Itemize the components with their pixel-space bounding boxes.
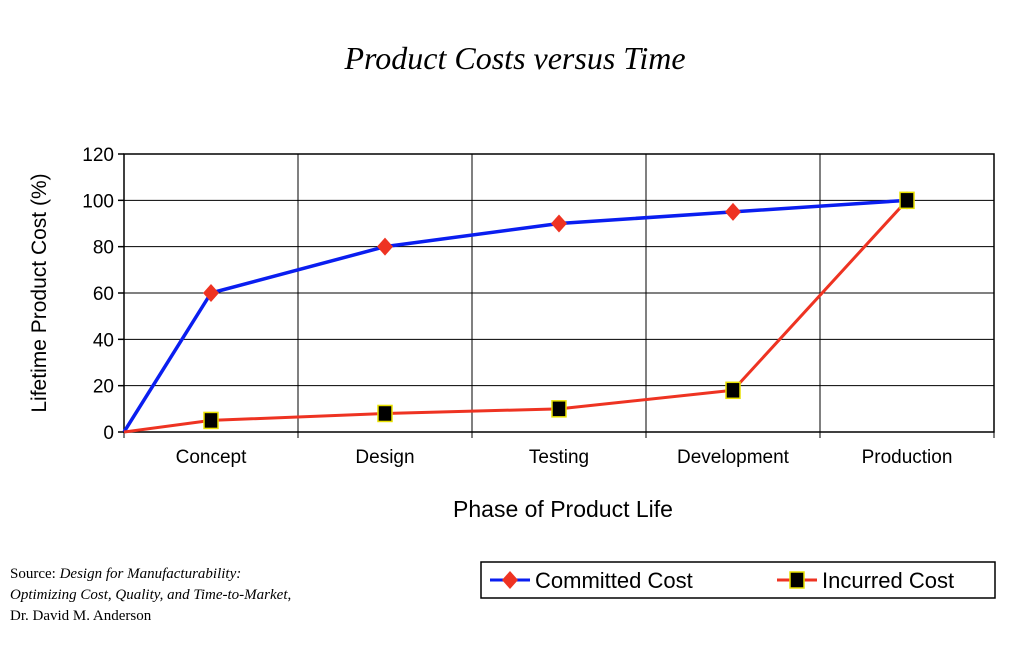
data-point-committed-cost	[203, 284, 219, 302]
x-tick-label: Development	[677, 447, 790, 468]
source-note: Source: Design for Manufacturability: Op…	[10, 564, 291, 627]
plot-frame	[123, 153, 995, 433]
data-point-committed-cost	[551, 214, 567, 233]
legend-box	[480, 561, 996, 599]
x-tick-label: Concept	[176, 447, 247, 468]
y-tick-label: 80	[93, 238, 114, 259]
data-point-incurred-cost	[377, 404, 393, 423]
grid	[123, 153, 995, 438]
y-axis-label: Lifetime Product Cost (%)	[28, 173, 51, 412]
series-line-incurred-cost	[123, 199, 909, 434]
source-prefix: Source:	[10, 566, 60, 582]
series-line-committed-cost	[122, 198, 908, 433]
y-tick-label: 120	[82, 145, 114, 166]
y-tick-label: 20	[93, 377, 114, 398]
data-point-incurred-cost	[899, 191, 915, 210]
source-book-line1: Design for Manufacturability:	[59, 566, 242, 582]
legend-marker	[789, 571, 805, 589]
axes: 0 20 40 60 80 100 120 Concept Design Testing Devel…	[82, 145, 995, 468]
data-point-committed-cost	[377, 237, 393, 256]
series	[122, 191, 915, 434]
x-tick-label: Design	[355, 447, 414, 468]
data-point-committed-cost	[725, 202, 741, 221]
y-tick-label: 40	[93, 330, 114, 351]
data-point-incurred-cost	[551, 400, 567, 418]
data-point-incurred-cost	[203, 411, 219, 430]
x-tick-label: Production	[862, 447, 953, 468]
legend-marker	[502, 571, 518, 589]
legend-label: Incurred Cost	[822, 568, 954, 593]
legend: Committed Cost Incurred Cost	[480, 561, 996, 599]
data-point-incurred-cost	[725, 381, 741, 400]
source-author: Dr. David M. Anderson	[10, 608, 152, 624]
y-tick-label: 0	[103, 423, 114, 444]
chart-title: Product Costs versus Time	[343, 40, 685, 76]
x-tick-label: Testing	[529, 447, 589, 468]
x-axis-label: Phase of Product Life	[453, 496, 673, 522]
legend-label: Committed Cost	[535, 568, 693, 593]
source-book-line2: Optimizing Cost, Quality, and Time-to-Ma…	[10, 587, 288, 603]
y-tick-label: 60	[93, 284, 114, 305]
y-tick-label: 100	[82, 191, 114, 212]
source-comma: ,	[287, 587, 292, 603]
